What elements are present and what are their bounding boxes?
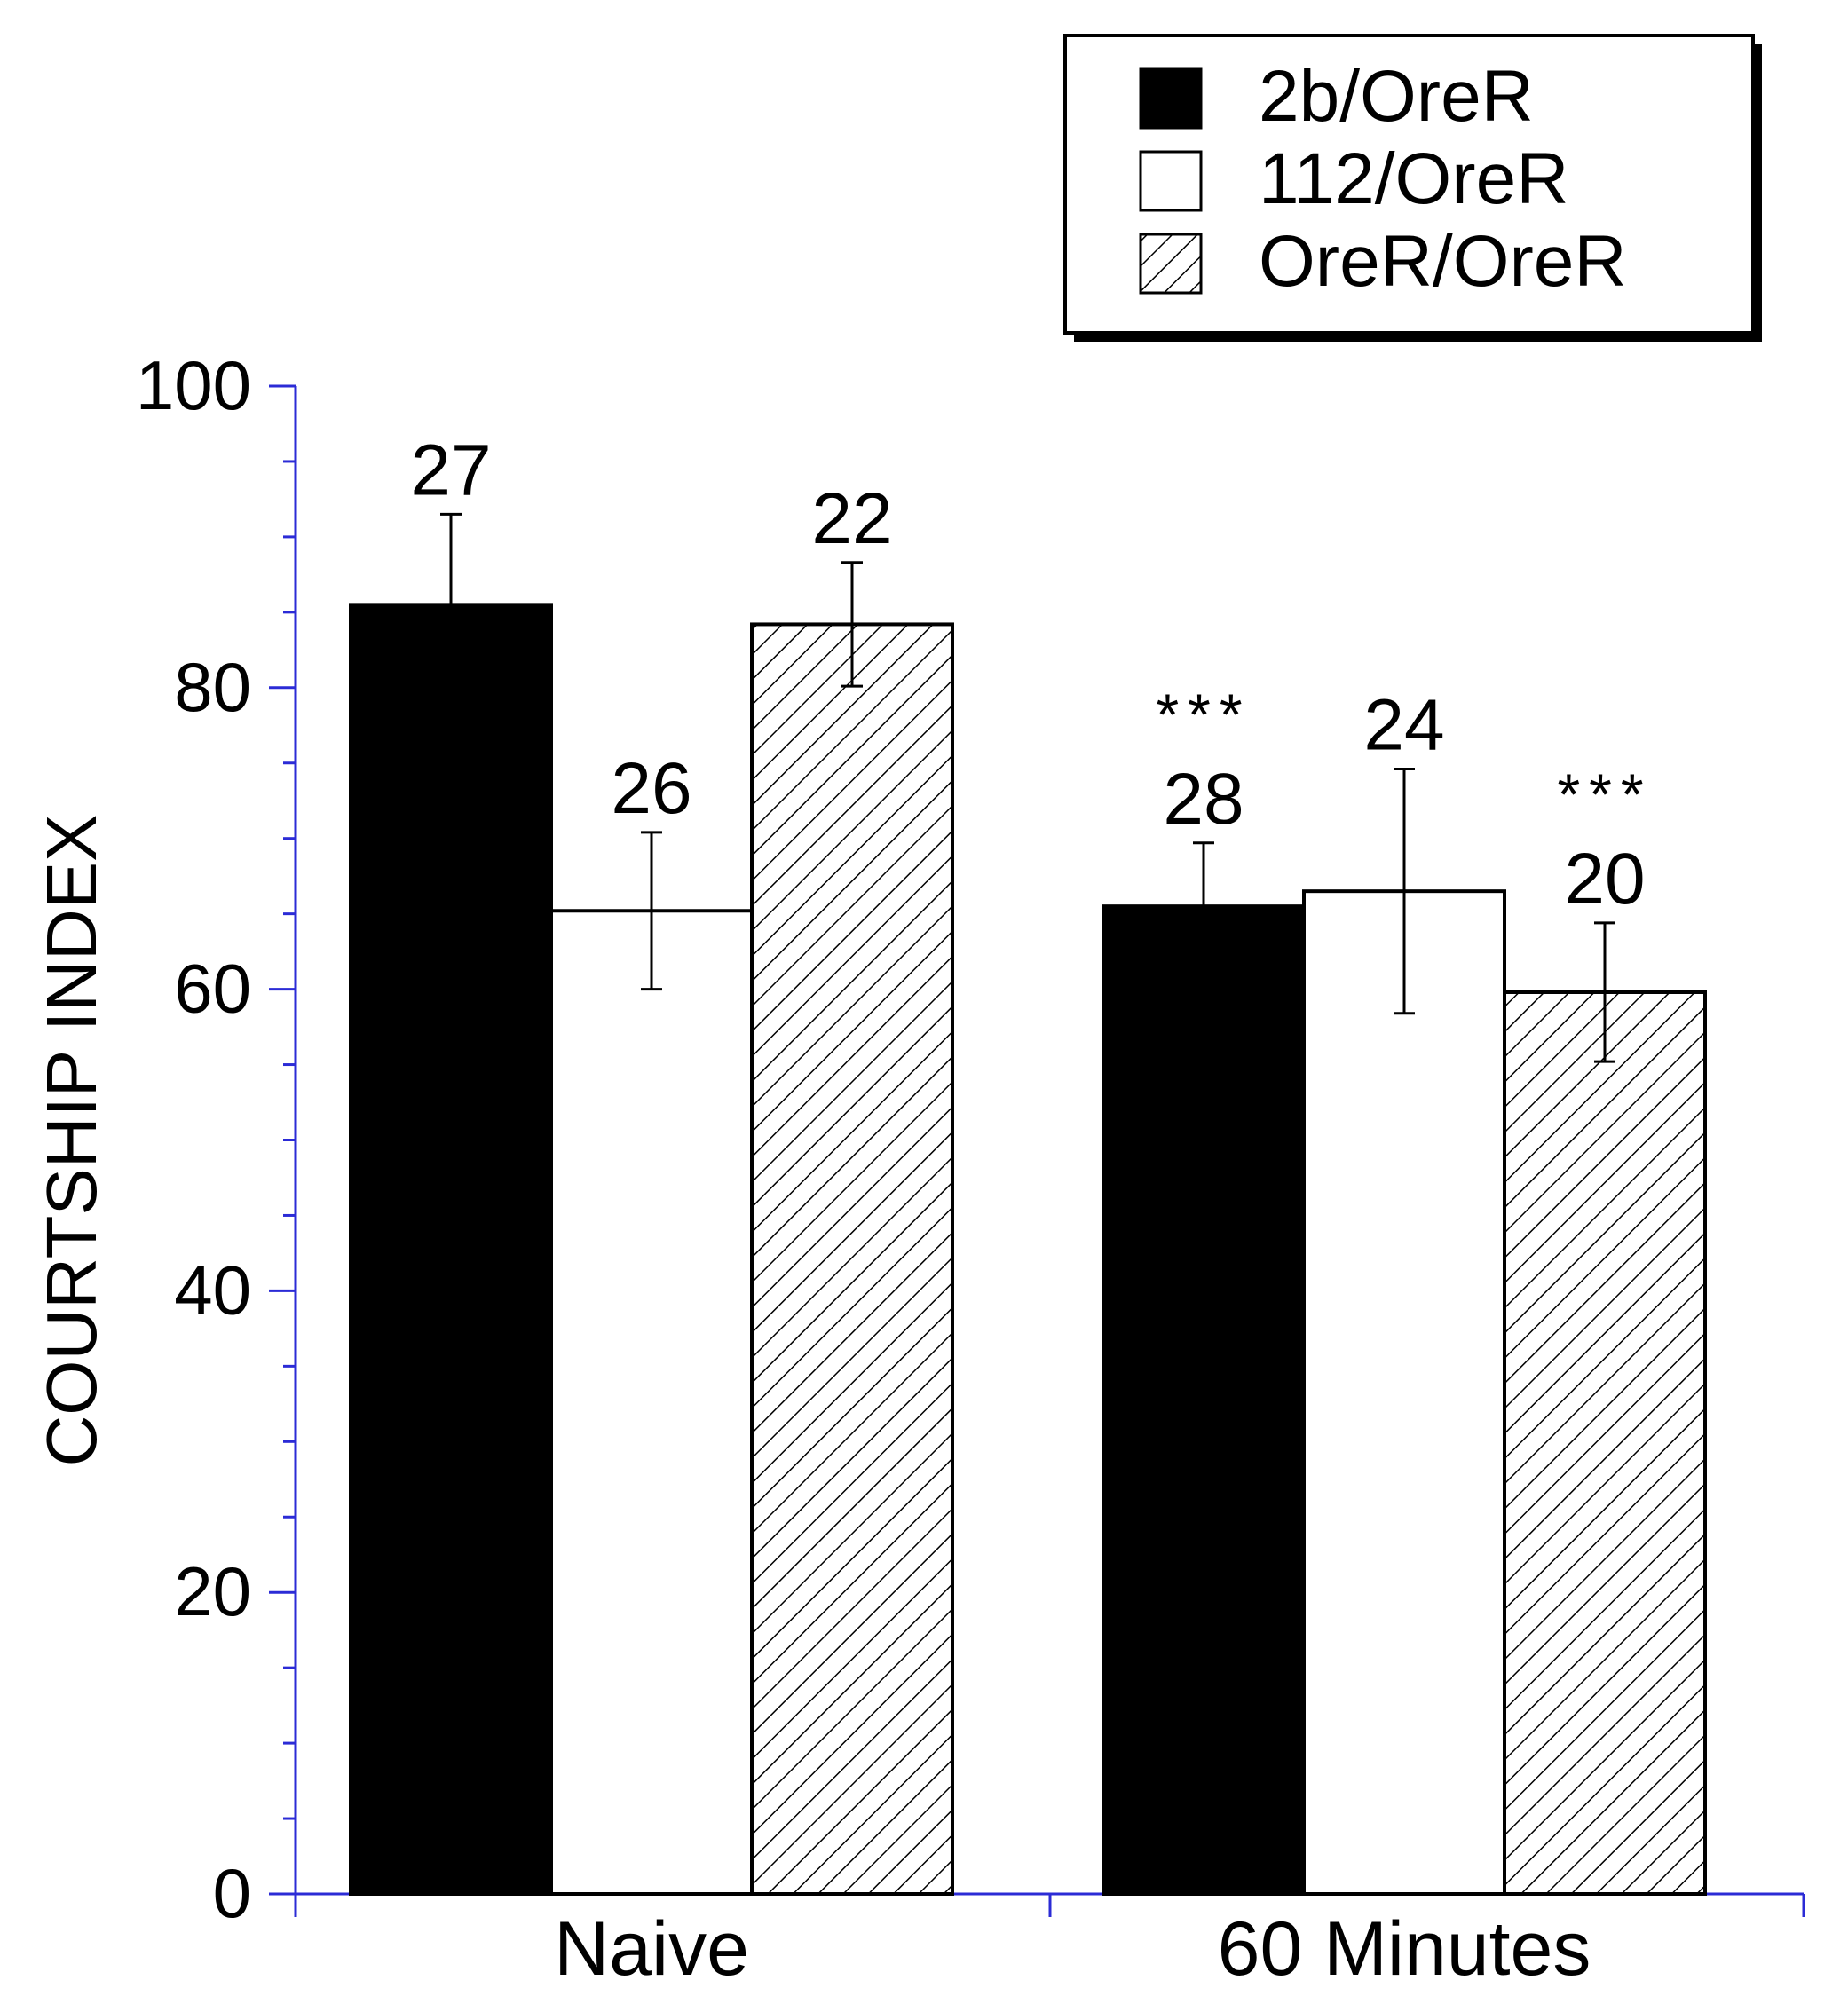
legend-label: 112/OreR <box>1259 138 1568 219</box>
bar-112-orer-0 <box>549 909 754 1896</box>
y-axis-label: COURTSHIP INDEX <box>32 815 111 1467</box>
legend-swatch <box>1139 67 1203 130</box>
y-tick-label: 0 <box>213 1854 251 1932</box>
significance-marker: *** <box>1557 761 1652 827</box>
y-tick-label: 40 <box>174 1251 251 1329</box>
n-label: 24 <box>1363 685 1444 766</box>
n-label: 27 <box>410 430 491 510</box>
bar-2b-orer-0 <box>349 603 553 1896</box>
x-category-label: 60 Minutes <box>1218 1906 1591 1992</box>
legend-label: OreR/OreR <box>1259 221 1627 302</box>
bar-2b-orer-1 <box>1102 904 1306 1896</box>
y-tick-label: 100 <box>136 346 251 424</box>
bar-orer-orer-0 <box>750 622 954 1896</box>
y-tick-label: 80 <box>174 648 251 726</box>
n-label: 28 <box>1163 759 1244 840</box>
x-category-label: Naive <box>554 1906 749 1992</box>
legend-label: 2b/OreR <box>1259 56 1534 137</box>
y-tick-label: 20 <box>174 1552 251 1630</box>
bar-112-orer-1 <box>1302 889 1506 1896</box>
significance-marker: *** <box>1156 682 1251 747</box>
bar-orer-orer-1 <box>1503 990 1707 1897</box>
legend-swatch <box>1139 233 1203 295</box>
legend-swatch <box>1139 150 1203 212</box>
y-tick-label: 60 <box>174 950 251 1028</box>
n-label: 26 <box>611 748 691 829</box>
n-label: 20 <box>1564 839 1645 919</box>
n-label: 22 <box>811 478 892 559</box>
